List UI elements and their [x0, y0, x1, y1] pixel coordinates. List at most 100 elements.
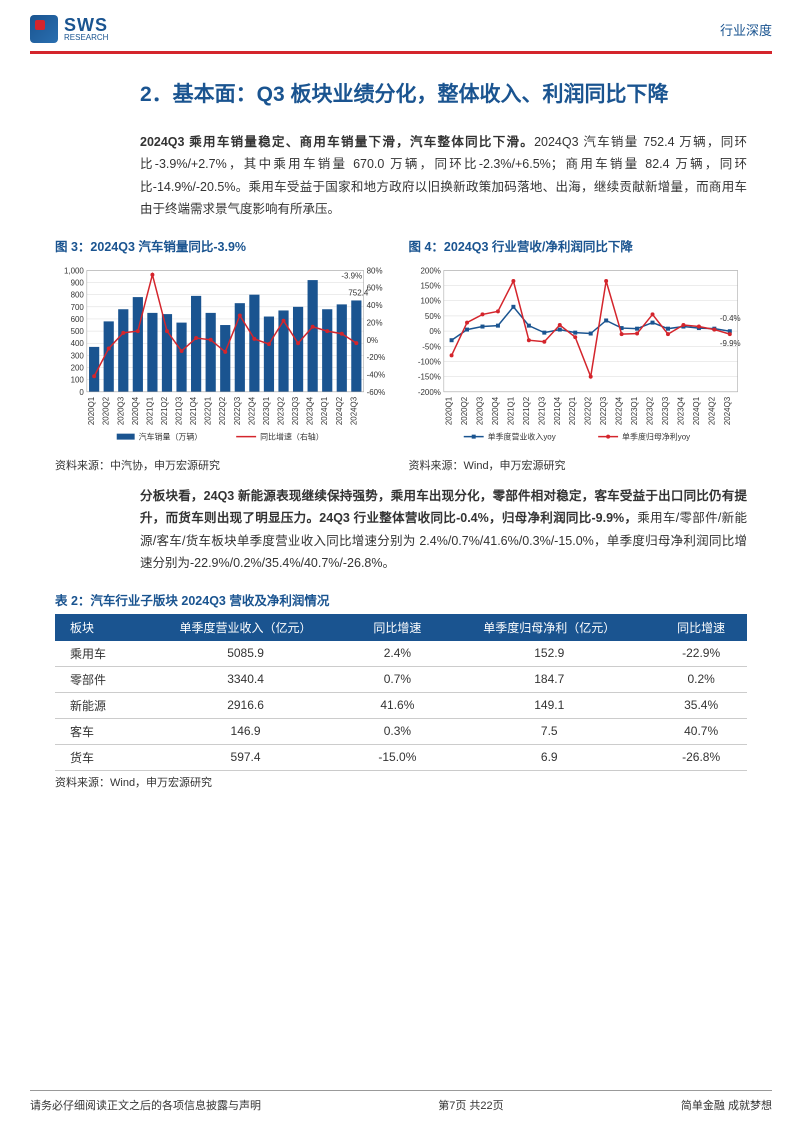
svg-text:150%: 150% — [420, 281, 440, 290]
svg-text:2021Q2: 2021Q2 — [160, 396, 169, 425]
table-cell: -15.0% — [352, 744, 444, 770]
svg-text:2023Q3: 2023Q3 — [291, 396, 300, 425]
table-row: 新能源2916.641.6%149.135.4% — [55, 692, 747, 718]
svg-text:-60%: -60% — [367, 387, 386, 396]
svg-text:-100%: -100% — [417, 357, 440, 366]
svg-text:60%: 60% — [367, 283, 383, 292]
table-cell: 184.7 — [443, 666, 655, 692]
svg-text:2021Q3: 2021Q3 — [175, 396, 184, 425]
svg-text:汽车销量（万辆）: 汽车销量（万辆） — [139, 431, 203, 441]
table-cell: 货车 — [55, 744, 140, 770]
svg-text:2021Q1: 2021Q1 — [506, 396, 515, 425]
svg-text:2024Q1: 2024Q1 — [691, 396, 700, 425]
table-col-1: 单季度营业收入（亿元） — [140, 614, 352, 641]
svg-text:2021Q4: 2021Q4 — [552, 396, 561, 425]
svg-text:2023Q1: 2023Q1 — [262, 396, 271, 425]
svg-text:600: 600 — [71, 314, 85, 323]
table-cell: 5085.9 — [140, 641, 352, 667]
table-row: 客车146.90.3%7.540.7% — [55, 718, 747, 744]
svg-text:2023Q4: 2023Q4 — [306, 396, 315, 425]
svg-text:800: 800 — [71, 290, 85, 299]
table-col-2: 同比增速 — [352, 614, 444, 641]
table-cell: 零部件 — [55, 666, 140, 692]
table-cell: 客车 — [55, 718, 140, 744]
svg-text:-200%: -200% — [417, 387, 440, 396]
svg-text:2020Q2: 2020Q2 — [460, 396, 469, 425]
svg-text:2020Q2: 2020Q2 — [102, 396, 111, 425]
svg-text:2023Q2: 2023Q2 — [645, 396, 654, 425]
table-col-0: 板块 — [55, 614, 140, 641]
table-cell: -26.8% — [655, 744, 747, 770]
table-cell: 2916.6 — [140, 692, 352, 718]
svg-text:2020Q1: 2020Q1 — [87, 396, 96, 425]
svg-text:2022Q2: 2022Q2 — [583, 396, 592, 425]
svg-text:2021Q2: 2021Q2 — [521, 396, 530, 425]
svg-text:2022Q2: 2022Q2 — [218, 396, 227, 425]
chart-3-title: 图 3：2024Q3 汽车销量同比-3.9% — [55, 236, 394, 255]
logo-container: SWS RESEARCH — [30, 15, 108, 43]
page-footer: 请务必仔细阅读正文之后的各项信息披露与声明 第7页 共22页 简单金融 成就梦想 — [30, 1090, 772, 1113]
svg-text:2020Q3: 2020Q3 — [116, 396, 125, 425]
table-cell: 146.9 — [140, 718, 352, 744]
svg-text:2024Q3: 2024Q3 — [349, 396, 358, 425]
svg-text:80%: 80% — [367, 266, 383, 275]
table-cell: 3340.4 — [140, 666, 352, 692]
table-cell: 乘用车 — [55, 641, 140, 667]
svg-text:2023Q2: 2023Q2 — [277, 396, 286, 425]
svg-text:2021Q3: 2021Q3 — [537, 396, 546, 425]
svg-text:同比增速（右轴）: 同比增速（右轴） — [260, 431, 324, 441]
svg-text:2020Q1: 2020Q1 — [444, 396, 453, 425]
svg-text:2020Q4: 2020Q4 — [131, 396, 140, 425]
table-cell: 35.4% — [655, 692, 747, 718]
svg-text:2023Q3: 2023Q3 — [660, 396, 669, 425]
table-2-title: 表 2：汽车行业子版块 2024Q3 营收及净利润情况 — [55, 590, 747, 609]
svg-text:单季度营业收入yoy: 单季度营业收入yoy — [487, 431, 555, 441]
svg-text:100%: 100% — [420, 296, 440, 305]
footer-disclaimer: 请务必仔细阅读正文之后的各项信息披露与声明 — [30, 1097, 261, 1113]
svg-text:2024Q1: 2024Q1 — [320, 396, 329, 425]
svg-text:2024Q3: 2024Q3 — [722, 396, 731, 425]
header-category-label: 行业深度 — [720, 20, 772, 39]
svg-text:-50%: -50% — [422, 342, 441, 351]
svg-text:2020Q4: 2020Q4 — [490, 396, 499, 425]
table-cell: 41.6% — [352, 692, 444, 718]
svg-text:-20%: -20% — [367, 353, 386, 362]
svg-text:2023Q4: 2023Q4 — [676, 396, 685, 425]
svg-text:-40%: -40% — [367, 370, 386, 379]
svg-text:40%: 40% — [367, 301, 383, 310]
table-header-row: 板块 单季度营业收入（亿元） 同比增速 单季度归母净利（亿元） 同比增速 — [55, 614, 747, 641]
logo-sub-text: RESEARCH — [64, 34, 108, 42]
svg-text:700: 700 — [71, 302, 85, 311]
svg-text:0%: 0% — [429, 327, 441, 336]
table-row: 零部件3340.40.7%184.70.2% — [55, 666, 747, 692]
svg-text:2024Q2: 2024Q2 — [707, 396, 716, 425]
svg-text:2022Q1: 2022Q1 — [204, 396, 213, 425]
table-cell: 40.7% — [655, 718, 747, 744]
section-title: 2．基本面：Q3 板块业绩分化，整体收入、利润同比下降 — [140, 79, 747, 111]
svg-text:单季度归母净利yoy: 单季度归母净利yoy — [622, 431, 690, 441]
svg-text:-150%: -150% — [417, 372, 440, 381]
svg-text:200%: 200% — [420, 266, 440, 275]
chart-3-source: 资料来源：中汽协，申万宏源研究 — [55, 457, 394, 473]
svg-text:2022Q4: 2022Q4 — [614, 396, 623, 425]
svg-text:752.4: 752.4 — [348, 288, 368, 297]
svg-text:20%: 20% — [367, 318, 383, 327]
chart-3-svg: 01002003004005006007008009001,000-60%-40… — [55, 260, 394, 450]
para1-bold: 2024Q3 乘用车销量稳定、商用车销量下滑，汽车整体同比下滑。 — [140, 135, 534, 149]
chart-4-source: 资料来源：Wind，申万宏源研究 — [409, 457, 748, 473]
paragraph-1: 2024Q3 乘用车销量稳定、商用车销量下滑，汽车整体同比下滑。2024Q3 汽… — [140, 131, 747, 221]
sws-logo-icon — [30, 15, 58, 43]
footer-slogan: 简单金融 成就梦想 — [681, 1097, 772, 1113]
svg-text:300: 300 — [71, 351, 85, 360]
chart-4-title: 图 4：2024Q3 行业营收/净利润同比下降 — [409, 236, 748, 255]
chart-3-container: 图 3：2024Q3 汽车销量同比-3.9% 01002003004005006… — [55, 236, 394, 473]
footer-page-number: 第7页 共22页 — [438, 1097, 503, 1113]
table-row: 乘用车5085.92.4%152.9-22.9% — [55, 641, 747, 667]
table-cell: 2.4% — [352, 641, 444, 667]
svg-text:1,000: 1,000 — [64, 266, 84, 275]
svg-text:2022Q4: 2022Q4 — [247, 396, 256, 425]
svg-text:200: 200 — [71, 363, 85, 372]
svg-text:2022Q1: 2022Q1 — [568, 396, 577, 425]
table-cell: 152.9 — [443, 641, 655, 667]
table-cell: 7.5 — [443, 718, 655, 744]
